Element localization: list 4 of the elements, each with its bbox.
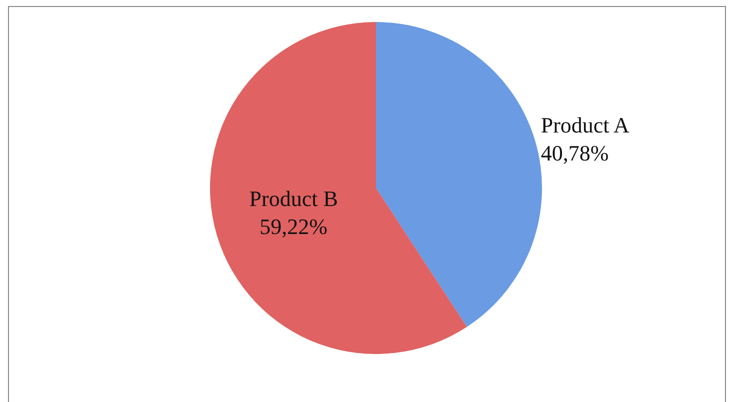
slice-label: Product B	[249, 186, 338, 212]
data-label: 40,78%	[540, 140, 609, 166]
slice-label: Product A	[540, 112, 630, 138]
data-label: 59,22%	[260, 214, 328, 240]
